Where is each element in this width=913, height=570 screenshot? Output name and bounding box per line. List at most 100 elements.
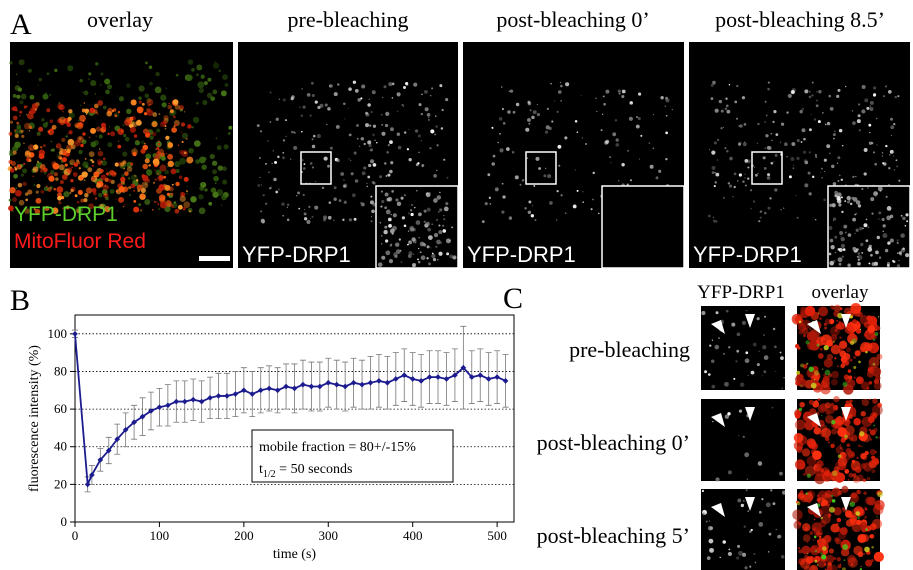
speckle [41, 117, 45, 122]
speckle [105, 172, 109, 176]
speckle [46, 108, 51, 113]
speckle [90, 80, 97, 87]
speckle [854, 466, 862, 473]
speckle [713, 219, 716, 223]
data-point [418, 378, 424, 384]
speckle [35, 171, 38, 174]
speckle [118, 140, 120, 142]
speckle [174, 104, 181, 110]
speckle [660, 96, 664, 100]
speckle [129, 162, 134, 166]
speckle [824, 318, 831, 325]
speckle [198, 156, 206, 164]
speckle [16, 109, 19, 112]
speckle [738, 435, 740, 437]
speckle [117, 144, 122, 149]
speckle [801, 545, 811, 555]
speckle [67, 138, 75, 146]
speckle [828, 493, 830, 495]
speckle [855, 212, 858, 215]
speckle [282, 214, 285, 217]
speckle [767, 173, 771, 177]
speckle [597, 212, 600, 215]
speckle [814, 154, 817, 157]
speckle [418, 103, 422, 107]
speckle [837, 490, 843, 496]
speckle [348, 218, 352, 222]
data-point [139, 413, 146, 420]
speckle [727, 551, 732, 557]
speckle [198, 207, 206, 215]
speckle [861, 84, 866, 89]
speckle [837, 454, 842, 459]
speckle [801, 319, 811, 329]
speckle [835, 445, 844, 454]
speckle [24, 150, 31, 156]
speckle [61, 174, 68, 180]
speckle [626, 183, 629, 186]
speckle [165, 200, 172, 207]
speckle [830, 245, 835, 250]
speckle [50, 170, 55, 175]
speckle [370, 220, 373, 223]
speckle [192, 116, 200, 124]
speckle [81, 139, 87, 145]
speckle [815, 104, 819, 108]
speckle [180, 122, 186, 127]
speckle [813, 535, 817, 539]
speckle [879, 190, 882, 192]
speckle [148, 164, 151, 167]
speckle [559, 81, 562, 84]
speckle [387, 144, 390, 147]
speckle [749, 189, 753, 192]
speckle [857, 114, 861, 118]
speckle [14, 141, 21, 149]
speckle [527, 210, 532, 215]
speckle [802, 523, 811, 532]
speckle [372, 202, 377, 207]
speckle [388, 82, 393, 87]
speckle [808, 151, 811, 154]
speckle [141, 102, 145, 106]
annotation-subscript: 1/2 [263, 469, 276, 480]
speckle [709, 526, 714, 530]
speckle [833, 137, 835, 140]
speckle [825, 420, 827, 422]
speckle [511, 150, 515, 154]
speckle [869, 131, 871, 134]
speckle [728, 346, 731, 349]
speckle [65, 135, 68, 138]
data-point [477, 372, 484, 379]
speckle [582, 191, 584, 193]
speckle [431, 87, 434, 90]
speckle [29, 94, 35, 100]
annotation: t1/2 = 50 seconds [259, 462, 352, 480]
speckle [59, 157, 62, 160]
speckle [61, 137, 66, 142]
speckle [316, 134, 321, 139]
speckle [78, 167, 81, 170]
speckle [771, 139, 773, 142]
speckle [281, 202, 285, 206]
speckle [859, 431, 865, 437]
x-tick-label: 200 [234, 528, 254, 543]
speckle [854, 213, 856, 216]
speckle [763, 370, 767, 374]
speckle [154, 169, 156, 171]
speckle [788, 175, 792, 179]
speckle [323, 156, 328, 161]
speckle [850, 492, 858, 499]
speckle [433, 233, 439, 238]
speckle [883, 95, 885, 97]
speckle [407, 230, 410, 232]
speckle [431, 253, 436, 259]
speckle [823, 158, 827, 162]
speckle [153, 200, 157, 204]
speckle [766, 145, 771, 150]
speckle [23, 142, 25, 145]
speckle [807, 171, 811, 175]
speckle [750, 207, 753, 210]
speckle [803, 159, 808, 163]
speckle [204, 188, 208, 192]
speckle [146, 169, 149, 172]
